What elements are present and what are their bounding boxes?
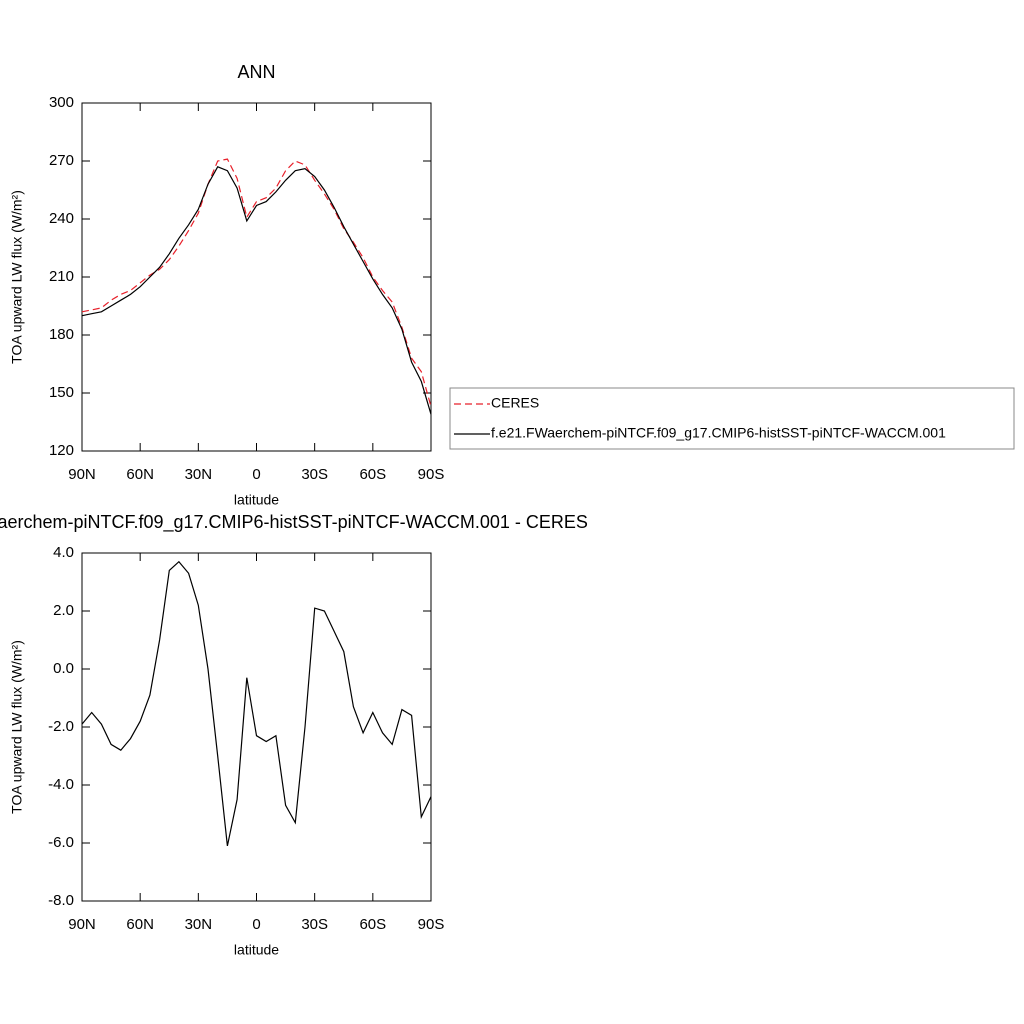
x-tick-label: 60N bbox=[126, 466, 154, 483]
y-tick-label: 120 bbox=[49, 442, 74, 459]
y-tick-label: 300 bbox=[49, 94, 74, 111]
y-axis-label: TOA upward LW flux (W/m²) bbox=[9, 190, 25, 364]
y-tick-label: 2.0 bbox=[53, 602, 74, 619]
x-tick-label: 90S bbox=[418, 466, 445, 483]
data-line bbox=[81, 158, 432, 407]
data-line bbox=[81, 560, 432, 847]
x-tick-label: 60S bbox=[359, 916, 386, 933]
y-tick-label: -2.0 bbox=[48, 718, 74, 735]
y-tick-label: 210 bbox=[49, 268, 74, 285]
x-tick-label: 30N bbox=[185, 466, 213, 483]
y-tick-label: 150 bbox=[49, 384, 74, 401]
x-tick-label: 90N bbox=[68, 916, 96, 933]
x-tick-label: 90N bbox=[68, 466, 96, 483]
y-tick-label: 270 bbox=[49, 152, 74, 169]
x-tick-label: 0 bbox=[252, 466, 260, 483]
y-tick-label: 0.0 bbox=[53, 660, 74, 677]
data-line bbox=[81, 166, 432, 415]
x-tick-label: 60N bbox=[126, 916, 154, 933]
x-tick-label: 90S bbox=[418, 916, 445, 933]
y-axis-label: TOA upward LW flux (W/m²) bbox=[9, 640, 25, 814]
y-tick-label: -4.0 bbox=[48, 776, 74, 793]
legend-box bbox=[449, 387, 1015, 450]
x-tick-label: 30S bbox=[301, 466, 328, 483]
plot-frame bbox=[81, 102, 432, 452]
x-tick-label: 60S bbox=[359, 466, 386, 483]
y-tick-label: -8.0 bbox=[48, 892, 74, 909]
y-tick-label: 240 bbox=[49, 210, 74, 227]
x-axis-label: latitude bbox=[234, 942, 279, 958]
chart-title: ANN bbox=[237, 62, 275, 82]
x-tick-label: 30S bbox=[301, 916, 328, 933]
plot-frame bbox=[81, 552, 432, 902]
y-tick-label: -6.0 bbox=[48, 834, 74, 851]
chart-title: f.e21.FWaerchem-piNTCF.f09_g17.CMIP6-his… bbox=[0, 512, 588, 533]
x-tick-label: 30N bbox=[185, 916, 213, 933]
y-tick-label: 4.0 bbox=[53, 544, 74, 561]
x-axis-label: latitude bbox=[234, 492, 279, 508]
legend-label: f.e21.FWaerchem-piNTCF.f09_g17.CMIP6-his… bbox=[491, 425, 946, 441]
y-tick-label: 180 bbox=[49, 326, 74, 343]
legend-label: CERES bbox=[491, 395, 539, 411]
x-tick-label: 0 bbox=[252, 916, 260, 933]
